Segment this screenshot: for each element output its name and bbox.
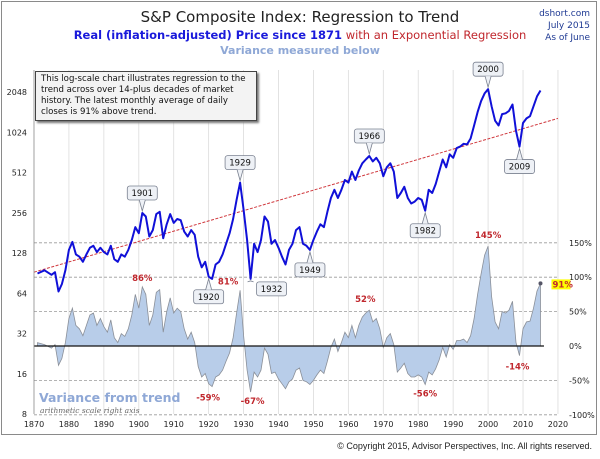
variance-label--14pct: -14% (506, 363, 530, 373)
axes: 8 16 32 64 128 256 512 1024 2048 1870 1880 1890 1900… (7, 70, 595, 429)
callout-2000: 2000 (472, 61, 504, 89)
variance-label-highlight (551, 279, 571, 290)
callout-1920: 1920 (193, 277, 225, 305)
x-tick-1870: 1870 (24, 420, 44, 429)
callout-2009: 2009 (504, 147, 535, 174)
trend-line (33, 117, 559, 273)
callout-box (256, 281, 287, 297)
callout-label: 1932 (261, 285, 283, 295)
chart-subtitle-variance: Variance measured below (220, 44, 380, 57)
source-asof: As of June (545, 33, 590, 43)
x-tick-1890: 1890 (94, 420, 114, 429)
callout-pointer (205, 277, 213, 290)
x-tick-1920: 1920 (198, 420, 218, 429)
price-line (37, 88, 542, 293)
x-tick-1900: 1900 (129, 420, 149, 429)
left-tick-8: 8 (22, 410, 27, 419)
callout-label: 1949 (299, 266, 321, 276)
callout-1932: 1932 (247, 280, 287, 297)
right-tick-0: 0% (569, 342, 582, 351)
price-line-path (37, 88, 542, 293)
variance-label--59pct: -59% (196, 394, 220, 404)
callout-1949: 1949 (294, 250, 326, 278)
source-date: July 2015 (548, 21, 590, 31)
x-tick-1950: 1950 (303, 420, 323, 429)
left-tick-256: 256 (12, 209, 27, 218)
trend-line-path (33, 117, 559, 273)
variance-latest-point (538, 281, 543, 286)
subtitle-blue: Real (inflation-adjusted) Price since 18… (73, 28, 343, 42)
legend-title: Variance from trend (39, 390, 180, 405)
x-tick-1980: 1980 (408, 420, 428, 429)
x-tick-1970: 1970 (373, 420, 393, 429)
source-site: dshort.com (539, 9, 590, 19)
callout-1966: 1966 (353, 128, 385, 156)
x-tick-1910: 1910 (164, 420, 184, 429)
right-tick-100: 100% (569, 273, 592, 282)
legend-subtitle: arithmetic scale right axis (40, 406, 140, 415)
callout-label: 1929 (229, 159, 251, 169)
callout-label: 2009 (509, 163, 531, 173)
left-tick-512: 512 (12, 169, 27, 178)
variance-area-path (37, 246, 541, 393)
variance-label-91pct: 91% (552, 280, 573, 290)
left-tick-128: 128 (12, 249, 27, 258)
x-tick-1940: 1940 (268, 420, 288, 429)
left-tick-1024: 1024 (7, 128, 27, 137)
left-tick-64: 64 (17, 289, 27, 298)
subtitle-red: with an Exponential Regression (342, 28, 527, 42)
copyright: © Copyright 2015, Advisor Perspectives, … (337, 441, 592, 451)
x-tick-1960: 1960 (338, 420, 358, 429)
variance-label-81pct: 81% (218, 277, 239, 287)
variance-label-52pct: 52% (355, 295, 376, 305)
x-tick-2020: 2020 (548, 420, 568, 429)
right-tick--50: -50% (569, 376, 590, 385)
callout-label: 1920 (198, 293, 220, 303)
left-tick-16: 16 (17, 370, 27, 379)
variance-label--67pct: -67% (241, 397, 265, 407)
callouts: 1901 1920 1929 1932 1949 1966 1982 2000 2009 (126, 61, 535, 305)
left-tick-32: 32 (17, 330, 27, 339)
x-tick-1930: 1930 (233, 420, 253, 429)
callout-label: 1966 (359, 132, 381, 142)
callout-pointer (236, 169, 244, 183)
x-tick-2010: 2010 (513, 420, 533, 429)
callout-pointer (516, 147, 523, 160)
callout-pointer (484, 76, 492, 89)
callout-label: 1982 (414, 227, 436, 237)
callout-pointer (247, 280, 254, 283)
callout-1982: 1982 (409, 211, 441, 239)
variance-label--56pct: -56% (413, 390, 437, 400)
callout-label: 2000 (477, 65, 499, 75)
callout-label: 1901 (131, 189, 153, 199)
chart-subtitle: Real (inflation-adjusted) Price since 18… (0, 28, 600, 42)
callout-box (472, 61, 504, 77)
x-tick-2000: 2000 (478, 420, 498, 429)
callout-1929: 1929 (224, 155, 256, 183)
callout-pointer (365, 142, 373, 156)
source-block: dshort.com July 2015 As of June (539, 8, 590, 44)
right-tick--100: -100% (569, 411, 595, 420)
left-tick-2048: 2048 (7, 88, 27, 97)
x-tick-1880: 1880 (59, 420, 79, 429)
callout-pointer (138, 199, 146, 213)
callout-pointer (306, 250, 314, 264)
right-tick-50: 50% (569, 308, 587, 317)
variance-labels: 86% 81% -59% -67% 52% -56% 145% -14% 91% (132, 231, 573, 407)
callout-1901: 1901 (126, 185, 158, 213)
callout-pointer (421, 211, 429, 224)
variance-label-145pct: 145% (475, 231, 502, 241)
chart-note: This log-scale chart illustrates regress… (35, 71, 257, 121)
x-tick-1990: 1990 (443, 420, 463, 429)
variance-label-86pct: 86% (132, 274, 153, 284)
variance-area (37, 246, 543, 393)
chart-title: S&P Composite Index: Regression to Trend (140, 8, 460, 26)
right-tick-150: 150% (569, 239, 592, 248)
